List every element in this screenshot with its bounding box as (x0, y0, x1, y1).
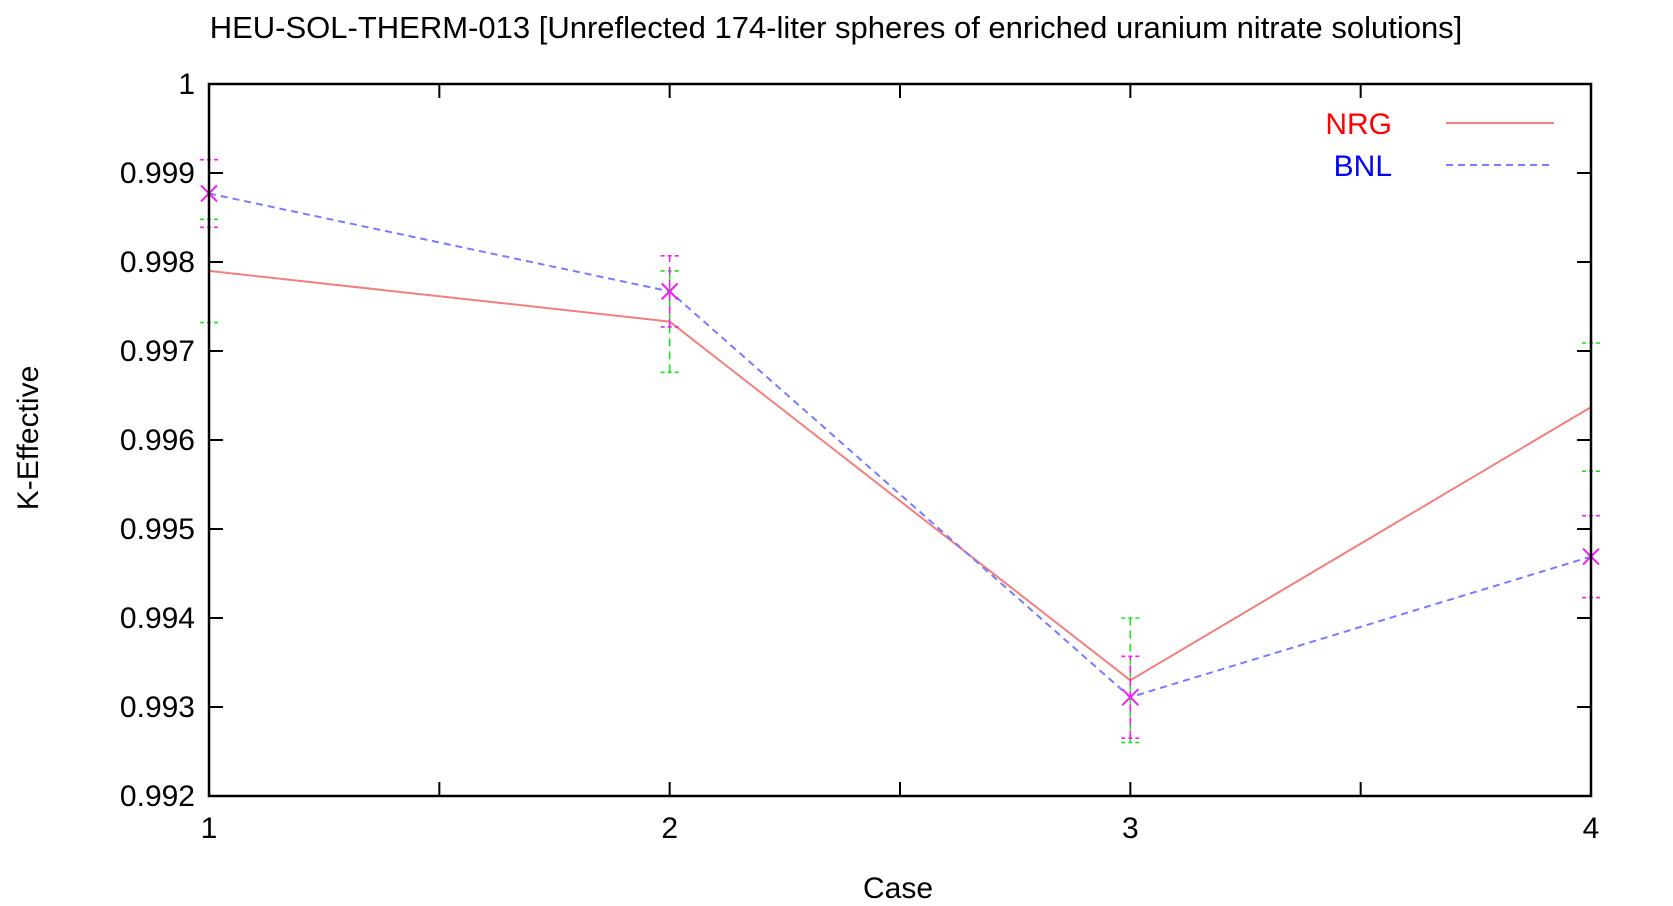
y-tick-label: 0.995 (120, 513, 195, 546)
y-tick-label: 0.993 (120, 691, 195, 724)
series-layer (200, 158, 1600, 744)
series-bnl (200, 158, 1600, 739)
y-tick-label: 0.996 (120, 424, 195, 457)
series-nrg (200, 218, 1600, 744)
legend-label-bnl: BNL (1334, 150, 1392, 183)
y-tick-label: 0.992 (120, 780, 195, 813)
y-tick-label: 0.997 (120, 335, 195, 368)
data-point (1121, 688, 1140, 706)
y-axis-label: K-Effective (12, 366, 45, 511)
series-line-nrg (208, 269, 1592, 682)
legend: NRG BNL (1325, 108, 1554, 183)
y-tick-label: 0.998 (120, 246, 195, 279)
legend-label-nrg: NRG (1325, 108, 1392, 141)
y-tick-label: 0.994 (120, 602, 195, 635)
chart-title: HEU-SOL-THERM-013 [Unreflected 174-liter… (210, 10, 1463, 45)
plot-frame (207, 82, 1593, 798)
x-tick-label: 1 (201, 812, 218, 845)
y-tick-label: 0.999 (120, 157, 195, 190)
x-tick-label: 2 (661, 812, 678, 845)
data-point (660, 282, 679, 301)
series-line-bnl (208, 192, 1592, 699)
ticks-layer: 0.992 0.993 0.994 0.995 0.996 0.997 0.998 0.999… (120, 68, 1599, 845)
x-tick-label: 4 (1583, 812, 1600, 845)
x-axis-label: Case (863, 872, 933, 905)
x-tick-label: 3 (1122, 812, 1139, 845)
y-tick-label: 1 (178, 68, 195, 101)
